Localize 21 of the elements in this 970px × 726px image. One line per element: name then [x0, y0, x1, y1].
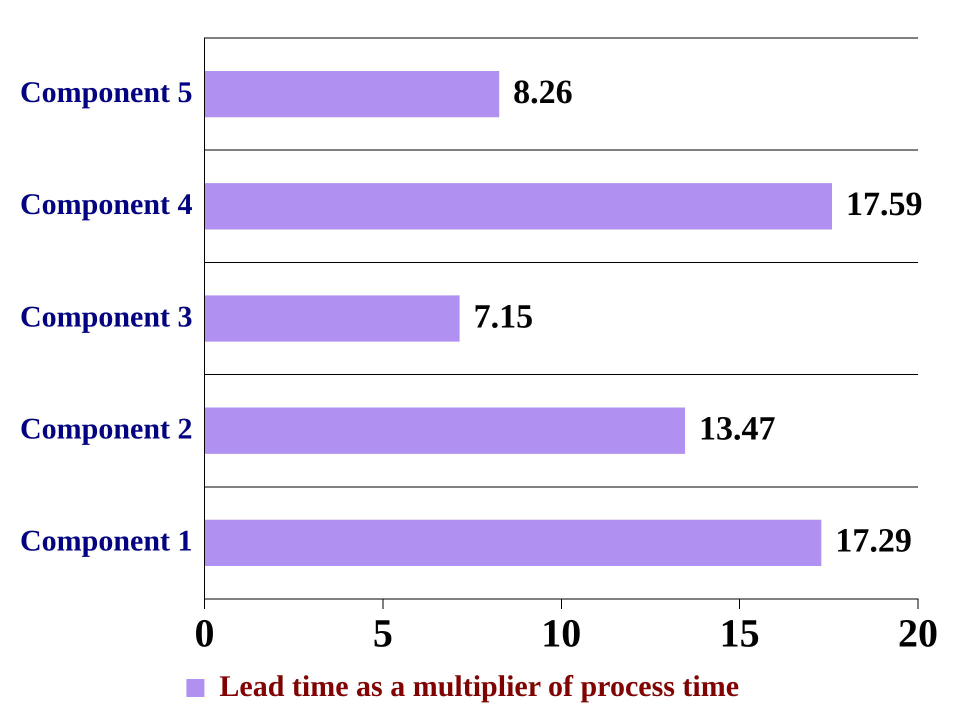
x-tick-label: 20	[898, 610, 938, 656]
x-tick-label: 10	[541, 610, 582, 656]
y-tick-label: Component 5	[20, 76, 193, 109]
y-tick-label: Component 4	[20, 188, 193, 222]
y-tick-label: Component 1	[20, 524, 193, 558]
data-label: 7.15	[474, 298, 534, 336]
x-tick-label: 0	[194, 610, 215, 656]
y-tick-label: Component 3	[20, 300, 193, 334]
x-tick-label: 15	[720, 610, 760, 656]
data-label: 13.47	[699, 410, 776, 448]
y-tick-label: Component 2	[20, 412, 193, 446]
data-label: 8.26	[513, 74, 573, 111]
bar	[205, 70, 500, 118]
bar	[205, 295, 460, 342]
data-label: 17.59	[846, 186, 923, 224]
bar	[205, 183, 832, 230]
data-label: 17.29	[835, 522, 912, 560]
x-tick-label: 5	[372, 610, 393, 656]
bar	[205, 520, 822, 566]
legend-label: Lead time as a multiplier of process time	[219, 670, 740, 703]
bar	[205, 408, 686, 454]
